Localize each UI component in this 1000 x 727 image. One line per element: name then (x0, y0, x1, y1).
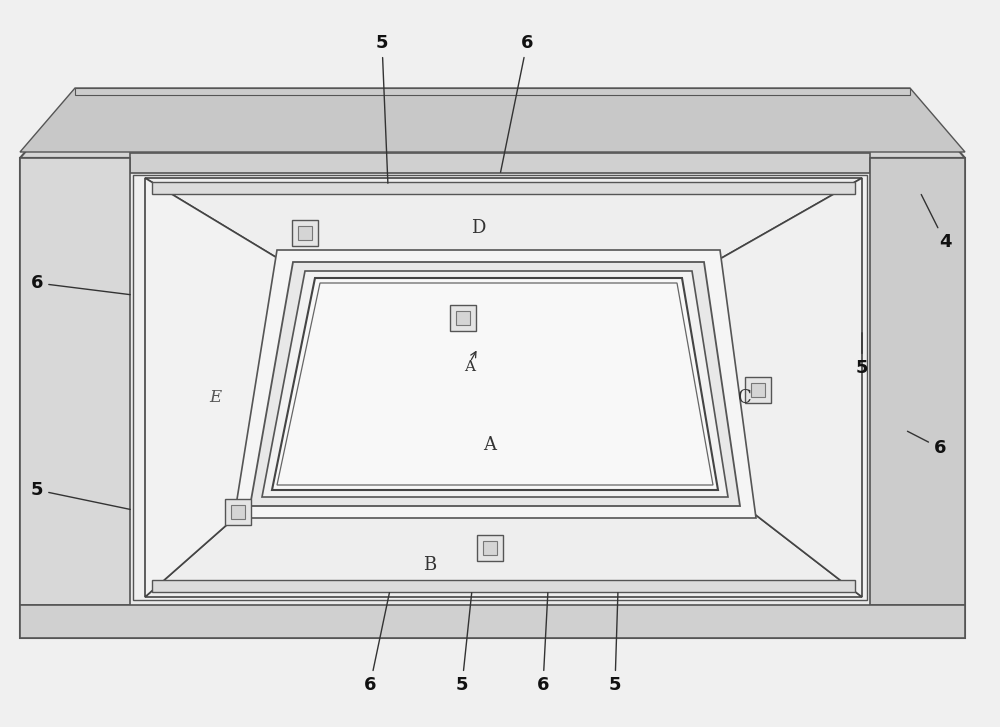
Polygon shape (152, 580, 855, 592)
Text: 4: 4 (921, 195, 951, 251)
Text: C: C (738, 389, 752, 407)
Text: 5: 5 (376, 34, 388, 183)
Polygon shape (145, 492, 862, 597)
Polygon shape (231, 505, 245, 519)
Text: 5: 5 (31, 481, 130, 510)
Text: B: B (423, 556, 437, 574)
Polygon shape (130, 153, 870, 173)
Polygon shape (450, 305, 476, 331)
Polygon shape (751, 383, 765, 397)
Polygon shape (20, 158, 130, 605)
Text: 5: 5 (856, 333, 868, 377)
Polygon shape (133, 175, 867, 600)
Polygon shape (20, 88, 965, 152)
Polygon shape (456, 311, 470, 325)
Text: 6: 6 (537, 593, 549, 694)
Polygon shape (20, 158, 965, 638)
Polygon shape (272, 278, 718, 490)
Polygon shape (225, 499, 251, 525)
Polygon shape (277, 283, 713, 485)
Text: 6: 6 (501, 34, 533, 172)
Text: 5: 5 (609, 593, 621, 694)
Polygon shape (234, 250, 756, 518)
Polygon shape (145, 178, 307, 597)
Text: 6: 6 (31, 274, 130, 294)
Polygon shape (477, 535, 503, 561)
Polygon shape (250, 262, 740, 506)
Polygon shape (20, 605, 965, 638)
Polygon shape (262, 271, 728, 497)
Polygon shape (75, 88, 910, 95)
Text: A: A (484, 436, 496, 454)
Text: E: E (209, 390, 221, 406)
Text: D: D (471, 219, 485, 237)
Text: 6: 6 (907, 431, 946, 457)
Text: 6: 6 (364, 593, 389, 694)
Polygon shape (483, 541, 497, 555)
Polygon shape (20, 95, 965, 158)
Text: 5: 5 (456, 593, 472, 694)
Polygon shape (690, 178, 862, 597)
Polygon shape (145, 178, 862, 276)
Polygon shape (870, 158, 965, 605)
Polygon shape (298, 226, 312, 240)
Polygon shape (152, 182, 855, 194)
Polygon shape (292, 220, 318, 246)
Polygon shape (745, 377, 771, 403)
Text: A: A (464, 360, 476, 374)
